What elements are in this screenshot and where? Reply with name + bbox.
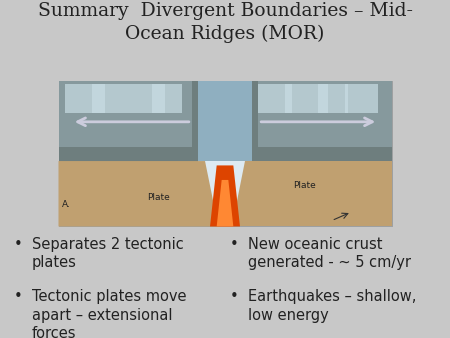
Polygon shape — [232, 161, 392, 226]
Polygon shape — [58, 161, 218, 226]
Text: New oceanic crust
generated - ~ 5 cm/yr: New oceanic crust generated - ~ 5 cm/yr — [248, 237, 410, 270]
Polygon shape — [58, 81, 192, 147]
FancyBboxPatch shape — [345, 84, 378, 113]
Text: •: • — [14, 237, 22, 251]
FancyBboxPatch shape — [65, 84, 105, 113]
Text: Tectonic plates move
apart – extensional
forces: Tectonic plates move apart – extensional… — [32, 289, 186, 338]
FancyBboxPatch shape — [152, 84, 182, 113]
Polygon shape — [217, 180, 233, 226]
Polygon shape — [58, 81, 198, 168]
FancyBboxPatch shape — [58, 81, 392, 226]
Text: Summary  Divergent Boundaries – Mid-
Ocean Ridges (MOR): Summary Divergent Boundaries – Mid- Ocea… — [37, 2, 413, 43]
FancyBboxPatch shape — [285, 84, 328, 113]
Polygon shape — [252, 81, 392, 168]
Text: Plate: Plate — [293, 181, 316, 190]
Polygon shape — [258, 81, 392, 147]
Text: •: • — [230, 237, 238, 251]
Text: Separates 2 tectonic
plates: Separates 2 tectonic plates — [32, 237, 183, 270]
FancyBboxPatch shape — [118, 84, 165, 113]
Text: A.: A. — [62, 200, 71, 209]
Text: Plate: Plate — [147, 193, 170, 202]
Polygon shape — [210, 165, 240, 226]
FancyBboxPatch shape — [318, 84, 348, 113]
FancyBboxPatch shape — [92, 84, 118, 113]
Text: •: • — [14, 289, 22, 304]
Text: Earthquakes – shallow,
low energy: Earthquakes – shallow, low energy — [248, 289, 416, 322]
FancyBboxPatch shape — [58, 81, 392, 161]
Text: •: • — [230, 289, 238, 304]
FancyBboxPatch shape — [258, 84, 292, 113]
